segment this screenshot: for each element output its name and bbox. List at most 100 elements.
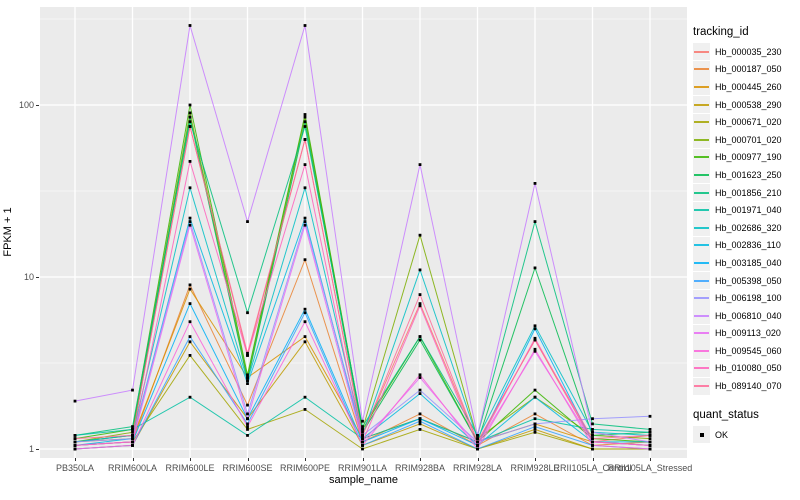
legend-entry-quant-ok: OK: [693, 426, 799, 444]
data-point: [361, 437, 364, 440]
x-tick-mark: [247, 458, 249, 461]
legend-line-icon: [694, 209, 709, 212]
legend-entry-Hb_006810_040: Hb_006810_040: [693, 307, 799, 325]
data-point: [188, 216, 192, 220]
data-point: [418, 293, 422, 296]
legend-entry-label: Hb_089140_070: [715, 381, 782, 392]
data-point: [188, 111, 192, 115]
data-point: [246, 376, 249, 379]
x-tick-label-RRIM600LA: RRIM600LA: [107, 463, 158, 473]
x-tick-mark: [477, 458, 479, 461]
data-point: [533, 338, 537, 342]
legend-line-icon: [694, 138, 709, 141]
x-tick-mark: [420, 458, 421, 461]
data-point: [361, 444, 364, 447]
data-point: [418, 163, 422, 166]
legend-line-icon: [694, 50, 709, 53]
quant-ok-key: [693, 426, 710, 444]
data-point: [188, 302, 192, 305]
legend-entry-label: Hb_001856_210: [715, 187, 782, 198]
legend-line-icon: [694, 385, 709, 388]
data-point: [591, 440, 594, 444]
legend-line-icon: [694, 156, 709, 159]
x-tick-label-RRII105LA_Control: RRII105LA_Control: [553, 463, 632, 473]
legend-line-icon: [694, 332, 709, 335]
data-point: [303, 138, 307, 141]
legend-entry-label: Hb_009545_060: [715, 345, 782, 356]
legend-key-swatch: [693, 131, 710, 149]
y-tick-label: 100: [18, 100, 34, 110]
data-point: [303, 113, 307, 116]
legend-key-swatch: [693, 254, 710, 272]
legend-key-swatch: [693, 184, 710, 202]
data-point: [131, 430, 134, 434]
legend-entry-Hb_000187_050: Hb_000187_050: [693, 60, 799, 79]
data-point: [188, 283, 192, 287]
data-point: [476, 434, 479, 437]
data-point: [188, 287, 192, 291]
legend-entry-Hb_001971_040: Hb_001971_040: [693, 201, 799, 219]
data-point: [73, 437, 77, 440]
legend-key-swatch: [693, 113, 710, 131]
data-point: [246, 434, 249, 437]
data-point: [476, 437, 479, 440]
y-tick-label: 10: [23, 272, 34, 282]
data-point: [648, 437, 652, 440]
data-point: [476, 447, 479, 451]
legend-key-swatch: [693, 166, 710, 184]
data-point: [303, 408, 307, 411]
legend-key-swatch: [693, 342, 710, 360]
x-tick-mark: [305, 458, 306, 461]
data-point: [476, 444, 479, 447]
data-point: [648, 444, 652, 447]
legend-line-icon: [694, 191, 709, 194]
data-point: [303, 307, 307, 311]
legend-key-swatch: [693, 78, 710, 96]
data-point: [418, 304, 422, 308]
data-point: [648, 434, 652, 437]
legend-entry-label: Hb_000187_050: [715, 64, 782, 75]
data-point: [73, 434, 77, 437]
data-point: [361, 430, 364, 434]
legend-entry-Hb_002836_110: Hb_002836_110: [693, 236, 799, 255]
data-point: [648, 430, 652, 434]
data-point: [246, 373, 249, 377]
y-tick-mark: [36, 277, 39, 278]
legend-entry-label: Hb_001623_250: [715, 169, 782, 180]
data-point: [418, 335, 422, 338]
data-point: [188, 340, 192, 344]
data-point: [418, 417, 422, 421]
data-point: [188, 115, 192, 119]
legend-key-swatch: [693, 148, 710, 166]
data-point: [303, 223, 307, 227]
black-square-point-icon: [699, 432, 704, 437]
data-point: [533, 349, 537, 353]
data-point: [361, 425, 364, 428]
data-point: [188, 220, 192, 223]
legend-tracking-id-title: tracking_id: [693, 26, 749, 38]
legend-quant-status-title: quant_status: [693, 408, 759, 421]
legend-entry-label: Hb_006810_040: [715, 310, 782, 321]
legend-entry-label: Hb_006198_100: [715, 293, 782, 304]
legend-key-swatch: [693, 236, 710, 254]
x-tick-label-RRIM600SE: RRIM600SE: [222, 463, 273, 473]
data-point: [533, 425, 537, 428]
x-tick-label-RRII105LA_Stressed: RRII105LA_Stressed: [607, 463, 693, 473]
data-point: [188, 103, 192, 107]
legend-key-swatch: [693, 201, 710, 219]
y-tick-label: 1: [28, 444, 34, 454]
data-point: [188, 120, 192, 124]
data-point: [418, 233, 422, 237]
data-point: [131, 434, 134, 437]
legend-line-icon: [694, 121, 709, 124]
legend-entry-Hb_006198_100: Hb_006198_100: [693, 289, 799, 307]
legend-entry-Hb_001623_250: Hb_001623_250: [693, 166, 799, 184]
x-tick-mark: [362, 458, 364, 461]
legend: tracking_id Hb_000035_230 Hb_000187_050 Hb…: [693, 26, 799, 444]
data-point: [303, 335, 307, 338]
data-point: [418, 373, 422, 377]
legend-key-swatch: [693, 43, 710, 61]
legend-key-swatch: [693, 359, 710, 377]
data-point: [418, 392, 422, 395]
